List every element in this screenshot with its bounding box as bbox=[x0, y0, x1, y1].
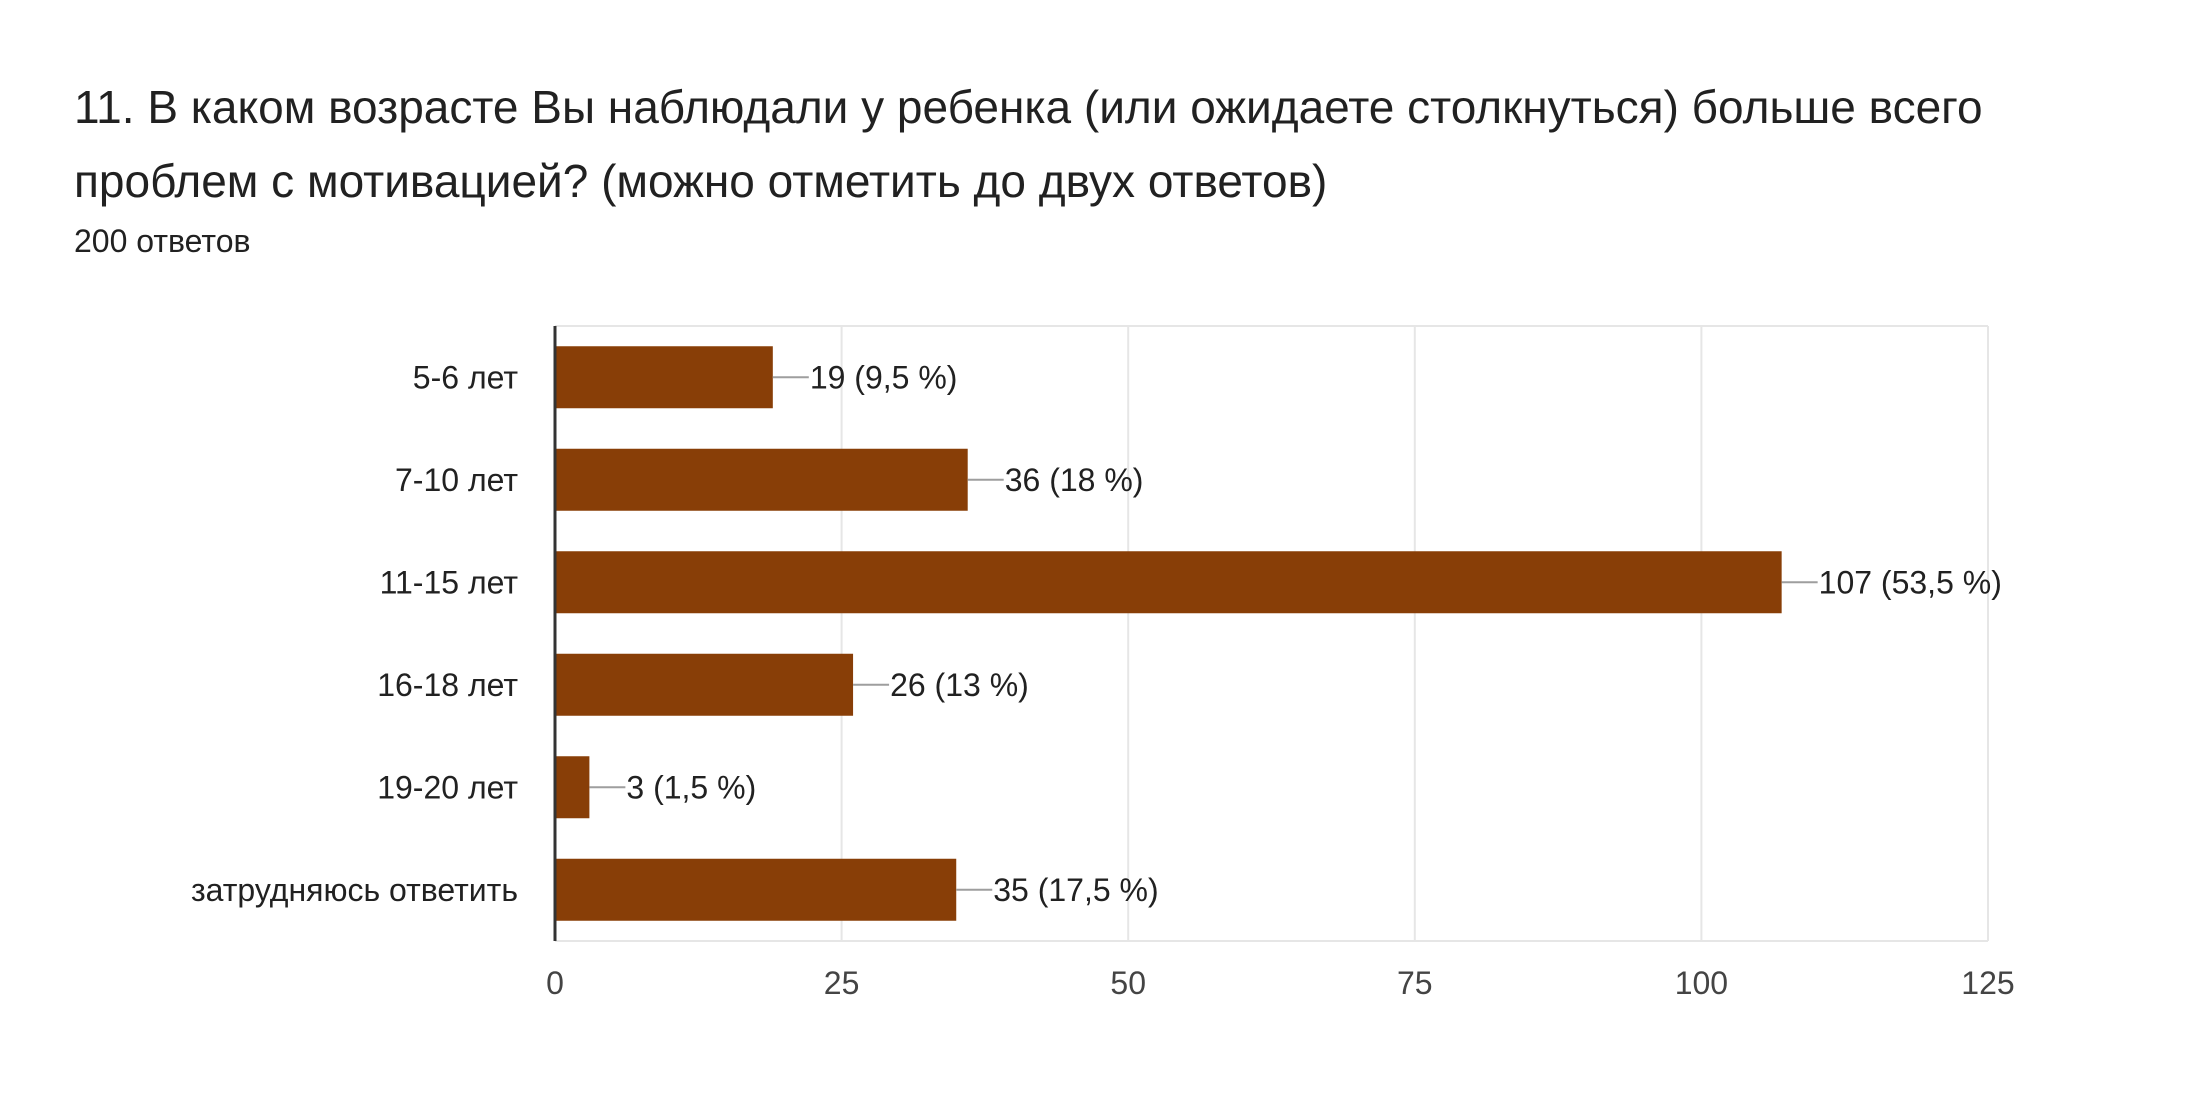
x-tick-label: 75 bbox=[1397, 965, 1433, 1001]
bars bbox=[555, 346, 1818, 921]
labels: 0 25 50 75 100 125 19 (9,5 %) 5-6 лет 36 (18 %) 7… bbox=[191, 359, 2015, 1001]
x-tick-label: 25 bbox=[824, 965, 860, 1001]
bar bbox=[555, 858, 957, 921]
x-tick-label: 0 bbox=[546, 965, 564, 1001]
category-label: 16-18 лет bbox=[377, 667, 518, 703]
data-label: 107 (53,5 %) bbox=[1819, 564, 2002, 600]
bar bbox=[555, 756, 590, 819]
category-label: 19-20 лет bbox=[377, 769, 518, 805]
x-tick-label: 125 bbox=[1961, 965, 2014, 1001]
data-label: 3 (1,5 %) bbox=[626, 769, 756, 805]
bar bbox=[555, 551, 1782, 614]
category-label: 11-15 лет bbox=[380, 564, 519, 600]
category-label: затрудняюсь ответить bbox=[191, 872, 518, 908]
data-label: 35 (17,5 %) bbox=[993, 872, 1158, 908]
bar bbox=[555, 448, 968, 511]
question-title: 11. В каком возрасте Вы наблюдали у ребе… bbox=[74, 81, 1983, 207]
response-count: 200 ответов bbox=[74, 223, 251, 259]
category-label: 5-6 лет bbox=[413, 359, 519, 395]
x-tick-label: 50 bbox=[1110, 965, 1146, 1001]
data-label: 36 (18 %) bbox=[1005, 462, 1144, 498]
bar bbox=[555, 346, 773, 409]
data-label: 19 (9,5 %) bbox=[810, 359, 958, 395]
data-label: 26 (13 %) bbox=[890, 667, 1029, 703]
bar bbox=[555, 653, 854, 716]
x-tick-label: 100 bbox=[1675, 965, 1728, 1001]
grid-lines bbox=[555, 325, 1989, 942]
category-label: 7-10 лет bbox=[395, 462, 518, 498]
